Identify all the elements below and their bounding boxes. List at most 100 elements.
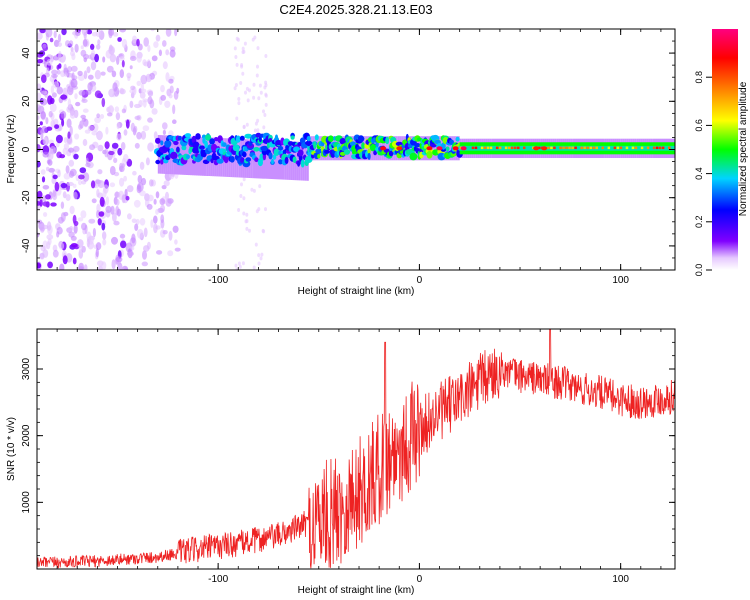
noise-speck xyxy=(55,142,60,148)
noise-speck xyxy=(65,165,70,174)
noise-speck xyxy=(115,191,119,198)
noise-speck xyxy=(43,212,48,217)
noise-speck xyxy=(239,194,243,198)
noise-speck xyxy=(110,205,115,215)
stable-line-mark xyxy=(574,146,577,150)
noise-speck xyxy=(113,86,120,97)
noise-speck xyxy=(79,167,87,174)
noise-speck xyxy=(160,204,166,213)
band-halo xyxy=(314,136,317,161)
noise-speck xyxy=(56,86,63,95)
noise-speck xyxy=(108,29,113,39)
noise-speck xyxy=(60,212,66,222)
noise-speck xyxy=(153,215,158,224)
noise-speck xyxy=(252,188,256,193)
noise-speck xyxy=(168,78,174,84)
band-blob xyxy=(229,156,235,163)
noise-speck xyxy=(80,49,87,57)
band-blob xyxy=(214,137,219,142)
band-blob xyxy=(297,149,304,157)
noise-speck xyxy=(136,80,142,86)
stable-line-mark xyxy=(613,146,617,150)
band-blob xyxy=(192,146,200,154)
noise-speck xyxy=(264,93,268,98)
noise-speck xyxy=(100,71,106,76)
noise-speck xyxy=(60,111,67,119)
spectrogram-ytick-label: 40 xyxy=(21,47,32,59)
stable-line-mark xyxy=(480,146,484,150)
noise-speck xyxy=(146,203,153,210)
band-blob xyxy=(244,133,253,139)
noise-speck xyxy=(92,123,99,132)
noise-speck xyxy=(87,125,95,132)
noise-speck xyxy=(97,180,105,189)
noise-speck xyxy=(234,83,238,87)
colorbar-tick-label: 0.4 xyxy=(694,167,704,180)
noise-speck xyxy=(153,223,158,234)
noise-speck xyxy=(52,55,60,61)
noise-speck xyxy=(256,118,260,123)
noise-speck xyxy=(39,226,46,232)
stable-line-mark xyxy=(565,146,568,150)
noise-speck xyxy=(39,199,43,207)
stable-line-mark xyxy=(658,146,662,150)
noise-speck xyxy=(73,145,80,153)
stable-line-mark xyxy=(646,146,650,150)
noise-speck xyxy=(83,57,88,63)
noise-speck xyxy=(108,104,114,115)
snr-ylabel: SNR (10 * v/v) xyxy=(6,417,17,481)
stable-line-mark xyxy=(489,146,493,150)
stable-line-mark xyxy=(607,146,611,150)
peak-blob xyxy=(380,146,387,151)
noise-speck xyxy=(78,249,84,259)
noise-speck xyxy=(254,242,258,247)
noise-speck xyxy=(252,265,256,270)
band-blob xyxy=(369,143,377,152)
noise-speck xyxy=(264,102,268,107)
noise-speck xyxy=(73,153,79,160)
band-blob xyxy=(327,135,334,142)
noise-speck xyxy=(108,45,116,55)
noise-speck xyxy=(134,115,141,120)
noise-speck xyxy=(132,35,137,44)
noise-speck xyxy=(94,53,99,63)
noise-speck xyxy=(242,211,246,216)
band-blob xyxy=(232,144,240,152)
noise-speck xyxy=(234,55,238,59)
noise-speck xyxy=(240,64,244,69)
noise-speck xyxy=(162,129,166,135)
stable-line-mark xyxy=(474,146,478,150)
spectrogram-xtick-label: -100 xyxy=(208,275,228,286)
noise-speck xyxy=(58,50,62,61)
noise-speck xyxy=(67,131,71,139)
noise-speck xyxy=(97,169,103,175)
noise-speck xyxy=(113,220,120,226)
band-halo xyxy=(250,139,253,179)
band-blob xyxy=(210,143,218,152)
noise-speck xyxy=(88,218,96,224)
noise-speck xyxy=(40,245,46,252)
noise-speck xyxy=(257,96,261,101)
noise-speck xyxy=(233,86,237,91)
noise-speck xyxy=(72,183,77,188)
noise-speck xyxy=(154,144,159,149)
colorbar-ticks: 0.0 0.2 0.4 0.6 0.8 xyxy=(694,71,712,276)
noise-speck xyxy=(102,231,107,240)
noise-speck xyxy=(42,185,50,190)
noise-speck xyxy=(115,205,120,216)
stable-line-mark xyxy=(553,146,556,150)
noise-speck xyxy=(126,213,132,220)
noise-speck xyxy=(138,100,143,108)
noise-speck xyxy=(46,221,52,231)
noise-speck xyxy=(256,46,260,51)
band-blob xyxy=(254,157,259,163)
noise-speck xyxy=(40,111,46,120)
noise-speck xyxy=(49,37,54,43)
noise-speck xyxy=(42,43,47,49)
noise-speck xyxy=(165,29,172,37)
noise-speck xyxy=(60,94,68,100)
noise-speck xyxy=(57,42,62,47)
noise-speck xyxy=(45,29,53,38)
noise-speck xyxy=(142,250,147,260)
noise-speck xyxy=(167,250,174,257)
